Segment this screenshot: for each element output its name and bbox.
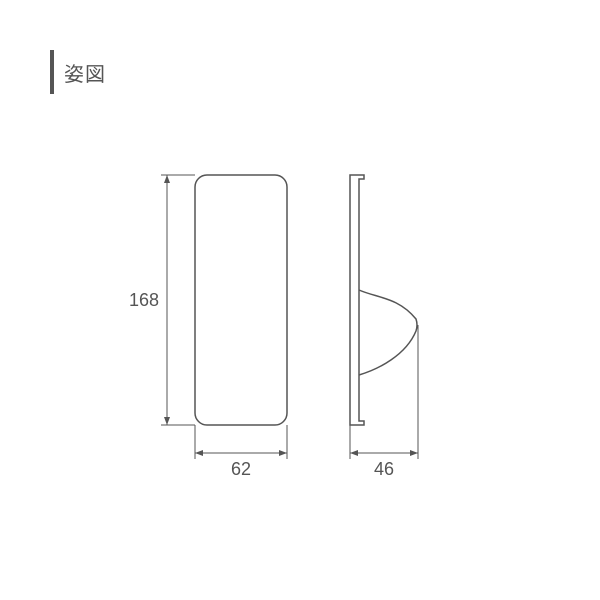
- front-plate-outline: [195, 175, 287, 425]
- front-view: [195, 175, 287, 425]
- drawing-canvas: 168 62 46: [0, 0, 600, 600]
- dimension-height-value: 168: [129, 290, 159, 310]
- dimension-depth-side-value: 46: [374, 459, 394, 479]
- dimension-width-front-value: 62: [231, 459, 251, 479]
- dimension-width-front: [195, 425, 287, 459]
- dimension-height: [161, 175, 195, 425]
- side-view: [350, 175, 417, 425]
